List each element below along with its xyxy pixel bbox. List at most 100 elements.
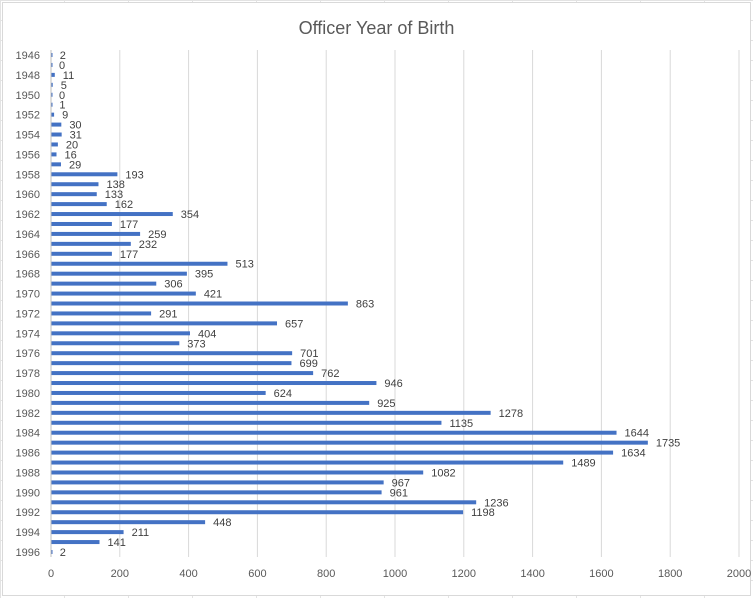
y-tick-label-1950: 1950 bbox=[16, 90, 40, 102]
y-tick-label-1976: 1976 bbox=[16, 348, 40, 360]
data-label-1981: 925 bbox=[377, 398, 395, 410]
data-label-1987: 1489 bbox=[571, 458, 595, 470]
bar-1989 bbox=[51, 480, 384, 485]
data-label-1967: 513 bbox=[235, 259, 253, 271]
data-label-1984: 1644 bbox=[625, 428, 649, 440]
y-tick-label-1952: 1952 bbox=[16, 110, 40, 122]
data-label-1953: 30 bbox=[69, 120, 81, 132]
x-tick-label: 1200 bbox=[452, 568, 476, 580]
chart-title: Officer Year of Birth bbox=[298, 18, 455, 38]
bars bbox=[51, 53, 648, 554]
x-tick-label: 800 bbox=[317, 568, 335, 580]
bar-1954 bbox=[51, 132, 62, 137]
data-label-1948: 11 bbox=[63, 70, 74, 82]
data-label-1993: 448 bbox=[213, 517, 231, 529]
x-tick-label: 200 bbox=[111, 568, 129, 580]
bar-1962 bbox=[51, 212, 173, 217]
data-label-1971: 863 bbox=[356, 299, 374, 311]
bar-1991 bbox=[51, 500, 477, 505]
y-axis-tick-labels: 1946 1948 1950 1952 1954 1956 1958 1960 1962 1964… bbox=[16, 50, 40, 559]
y-tick-label-1982: 1982 bbox=[16, 408, 40, 420]
bar-1972 bbox=[51, 311, 152, 316]
bar-1990 bbox=[51, 490, 382, 495]
bar-1946 bbox=[51, 53, 53, 57]
data-label-1959: 138 bbox=[106, 179, 124, 191]
x-tick-label: 2000 bbox=[727, 568, 751, 580]
data-label-1946: 2 bbox=[60, 50, 66, 62]
bar-1965 bbox=[51, 241, 131, 246]
data-label-1978: 762 bbox=[321, 368, 339, 380]
bar-1976 bbox=[51, 351, 293, 356]
y-tick-label-1958: 1958 bbox=[16, 169, 40, 181]
bar-1960 bbox=[51, 192, 97, 197]
y-tick-label-1966: 1966 bbox=[16, 249, 40, 261]
bar-1948 bbox=[51, 72, 55, 77]
y-tick-label-1974: 1974 bbox=[16, 328, 40, 340]
bar-1994 bbox=[51, 530, 124, 535]
data-label-1949: 5 bbox=[61, 80, 67, 92]
y-tick-label-1962: 1962 bbox=[16, 209, 40, 221]
bar-1956 bbox=[51, 152, 57, 157]
bar-1958 bbox=[51, 172, 118, 177]
data-label-1983: 1135 bbox=[449, 418, 473, 430]
bar-1978 bbox=[51, 371, 314, 376]
x-tick-label: 1800 bbox=[658, 568, 682, 580]
x-tick-label: 400 bbox=[179, 568, 197, 580]
bar-1993 bbox=[51, 520, 206, 525]
bar-1992 bbox=[51, 510, 464, 515]
bar-1970 bbox=[51, 291, 196, 296]
y-tick-label-1978: 1978 bbox=[16, 368, 40, 380]
y-tick-label-1956: 1956 bbox=[16, 149, 40, 161]
y-tick-label-1994: 1994 bbox=[16, 527, 40, 539]
bar-1969 bbox=[51, 281, 157, 286]
bar-1951 bbox=[51, 102, 53, 107]
data-label-1952: 9 bbox=[62, 110, 68, 122]
data-label-1954: 31 bbox=[70, 130, 82, 142]
bar-1985 bbox=[51, 440, 648, 445]
bar-1979 bbox=[51, 381, 377, 386]
data-label-1994: 211 bbox=[132, 527, 150, 539]
y-tick-label-1990: 1990 bbox=[16, 487, 40, 499]
data-label-1979: 946 bbox=[384, 378, 402, 390]
data-label-1965: 232 bbox=[139, 239, 157, 251]
data-label-1974: 404 bbox=[198, 328, 216, 340]
bar-1974 bbox=[51, 331, 190, 336]
bar-1988 bbox=[51, 470, 424, 475]
data-label-1980: 624 bbox=[274, 388, 292, 400]
y-tick-label-1988: 1988 bbox=[16, 467, 40, 479]
bar-1955 bbox=[51, 142, 58, 147]
y-tick-label-1970: 1970 bbox=[16, 289, 40, 301]
bar-1980 bbox=[51, 390, 266, 395]
bar-1981 bbox=[51, 400, 370, 405]
y-tick-label-1946: 1946 bbox=[16, 50, 40, 62]
bar-1963 bbox=[51, 221, 112, 226]
data-label-1964: 259 bbox=[148, 229, 166, 241]
data-label-1956: 16 bbox=[65, 149, 77, 161]
bar-1957 bbox=[51, 162, 61, 167]
data-label-1951: 1 bbox=[59, 100, 65, 112]
bar-1987 bbox=[51, 460, 564, 465]
data-label-1960: 133 bbox=[105, 189, 123, 201]
y-tick-label-1954: 1954 bbox=[16, 130, 40, 142]
data-label-1963: 177 bbox=[120, 219, 138, 231]
data-label-1985: 1735 bbox=[656, 438, 680, 450]
bar-1966 bbox=[51, 251, 112, 256]
data-label-1995: 141 bbox=[108, 537, 126, 549]
bar-1953 bbox=[51, 122, 62, 127]
data-label-1972: 291 bbox=[159, 308, 177, 320]
data-label-1992: 1198 bbox=[471, 507, 495, 519]
data-label-1982: 1278 bbox=[499, 408, 523, 420]
y-tick-label-1968: 1968 bbox=[16, 269, 40, 281]
x-tick-label: 1400 bbox=[520, 568, 544, 580]
bar-1996 bbox=[51, 550, 53, 554]
data-label-1990: 961 bbox=[390, 487, 408, 499]
data-label-1975: 373 bbox=[187, 338, 205, 350]
y-tick-label-1984: 1984 bbox=[16, 428, 40, 440]
data-label-1989: 967 bbox=[392, 477, 410, 489]
y-tick-label-1996: 1996 bbox=[16, 547, 40, 559]
bar-1983 bbox=[51, 420, 442, 425]
data-label-1986: 1634 bbox=[621, 448, 645, 460]
bar-1964 bbox=[51, 231, 141, 236]
